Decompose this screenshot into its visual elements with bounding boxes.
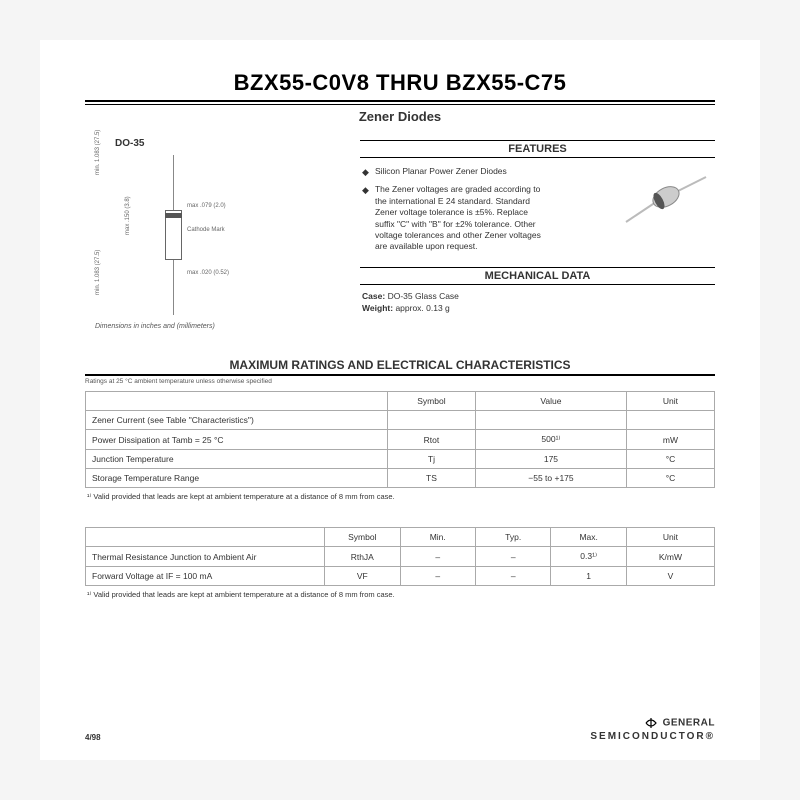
cathode-band (165, 213, 182, 218)
dimensions-caption: Dimensions in inches and (millimeters) (95, 323, 342, 330)
dim-cathode: Cathode Mark (187, 227, 225, 233)
table-header-row: Symbol Value Unit (86, 392, 715, 411)
thermal-table: Symbol Min. Typ. Max. Unit Thermal Resis… (85, 527, 715, 586)
table-row: Junction TemperatureTj175°C (86, 450, 715, 469)
lead-line (173, 155, 174, 210)
table-row: Forward Voltage at IF = 100 mAVF––1V (86, 567, 715, 586)
dim-lead-length-2: min. 1.083 (27.5) (95, 250, 101, 295)
dim-body-dia: max .020 (0.52) (187, 270, 229, 276)
table-row: Zener Current (see Table "Characteristic… (86, 411, 715, 430)
table-row: Storage Temperature RangeTS−55 to +175°C (86, 469, 715, 488)
col-min: Min. (400, 528, 475, 547)
page-footer: 4/98 GENERAL SEMICONDUCTOR® (85, 715, 715, 742)
ratings-condition-note: Ratings at 25 °C ambient temperature unl… (85, 378, 715, 385)
dim-lead-length: min. 1.083 (27.5) (95, 130, 101, 175)
ratings-heading: MAXIMUM RATINGS AND ELECTRICAL CHARACTER… (85, 358, 715, 376)
package-label: DO-35 (115, 138, 342, 149)
col-max: Max. (551, 528, 626, 547)
features-heading: FEATURES (360, 140, 715, 158)
case-label: Case: (362, 291, 385, 301)
logo-icon (643, 715, 659, 731)
features-column: FEATURES ◆ Silicon Planar Power Zener Dio… (360, 134, 715, 330)
col-symbol: Symbol (387, 392, 475, 411)
datasheet-page: BZX55-C0V8 THRU BZX55-C75 Zener Diodes D… (40, 40, 760, 760)
col-unit: Unit (626, 528, 714, 547)
feature-text: Silicon Planar Power Zener Diodes (375, 166, 507, 178)
table-row: Power Dissipation at Tamb = 25 °CRtot500… (86, 430, 715, 450)
package-column: DO-35 min. 1.083 (27.5) max .150 (3.8) m… (85, 134, 342, 330)
dim-lead-dia: max .079 (2.0) (187, 203, 226, 209)
divider (85, 104, 715, 105)
company-name-bottom: SEMICONDUCTOR® (590, 731, 715, 742)
mechanical-heading: MECHANICAL DATA (360, 267, 715, 285)
bullet-icon: ◆ (362, 184, 369, 253)
col-param (86, 528, 325, 547)
lead-line (173, 260, 174, 315)
page-subtitle: Zener Diodes (85, 109, 715, 124)
weight-label: Weight: (362, 303, 393, 313)
footer-date: 4/98 (85, 733, 101, 742)
weight-value: approx. 0.13 g (395, 303, 449, 313)
company-logo: GENERAL SEMICONDUCTOR® (590, 715, 715, 742)
col-typ: Typ. (475, 528, 550, 547)
col-unit: Unit (626, 392, 714, 411)
ratings-footnote: ¹⁾ Valid provided that leads are kept at… (87, 492, 715, 501)
mechanical-data: Case: DO-35 Glass Case Weight: approx. 0… (360, 285, 715, 321)
dim-body-length: max .150 (3.8) (125, 196, 131, 235)
package-diagram: min. 1.083 (27.5) max .150 (3.8) max .07… (95, 155, 265, 315)
divider (85, 100, 715, 102)
table-header-row: Symbol Min. Typ. Max. Unit (86, 528, 715, 547)
col-param (86, 392, 388, 411)
table-row: Thermal Resistance Junction to Ambient A… (86, 547, 715, 567)
bullet-icon: ◆ (362, 166, 369, 178)
page-title: BZX55-C0V8 THRU BZX55-C75 (85, 70, 715, 96)
ratings-table: Symbol Value Unit Zener Current (see Tab… (85, 391, 715, 488)
top-section: DO-35 min. 1.083 (27.5) max .150 (3.8) m… (85, 134, 715, 330)
case-value: DO-35 Glass Case (388, 291, 459, 301)
thermal-footnote: ¹⁾ Valid provided that leads are kept at… (87, 590, 715, 599)
company-name-top: GENERAL (663, 718, 715, 729)
col-symbol: Symbol (325, 528, 400, 547)
col-value: Value (475, 392, 626, 411)
feature-text: The Zener voltages are graded according … (375, 184, 545, 253)
diode-photo-icon (621, 172, 711, 232)
